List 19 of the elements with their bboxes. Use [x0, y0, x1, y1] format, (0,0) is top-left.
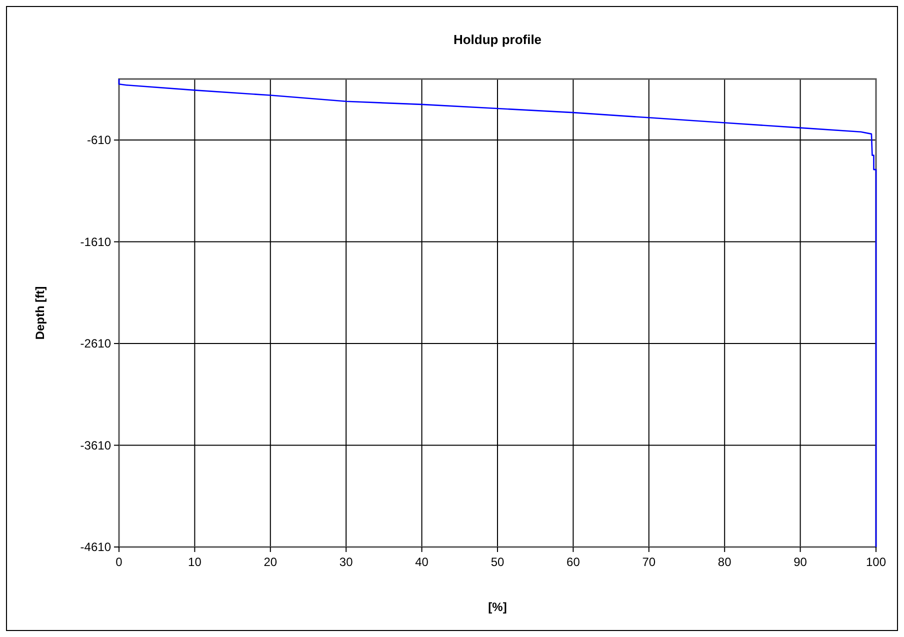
- x-tick-label: 10: [188, 555, 202, 569]
- y-tick-label: -2610: [80, 336, 112, 351]
- x-tick-label: 30: [339, 555, 354, 569]
- x-tick-label: 90: [794, 555, 808, 569]
- x-tick-label: 0: [116, 555, 123, 569]
- y-tick-label: -610: [86, 133, 112, 148]
- x-axis-title: [%]: [488, 600, 507, 614]
- x-tick-label: 100: [866, 555, 886, 569]
- y-tick-label: -3610: [80, 438, 112, 452]
- x-tick-label: 80: [718, 555, 732, 569]
- chart-title: Holdup profile: [453, 32, 542, 47]
- y-tick-label: -4610: [80, 540, 112, 554]
- y-tick-label: -1610: [80, 234, 112, 249]
- x-tick-label: 50: [490, 555, 504, 569]
- x-tick-label: 60: [566, 555, 580, 569]
- x-tick-label: 20: [264, 555, 278, 569]
- y-axis-title: Depth [ft]: [33, 286, 47, 340]
- x-tick-label: 70: [642, 555, 656, 569]
- x-tick-label: 40: [415, 555, 429, 569]
